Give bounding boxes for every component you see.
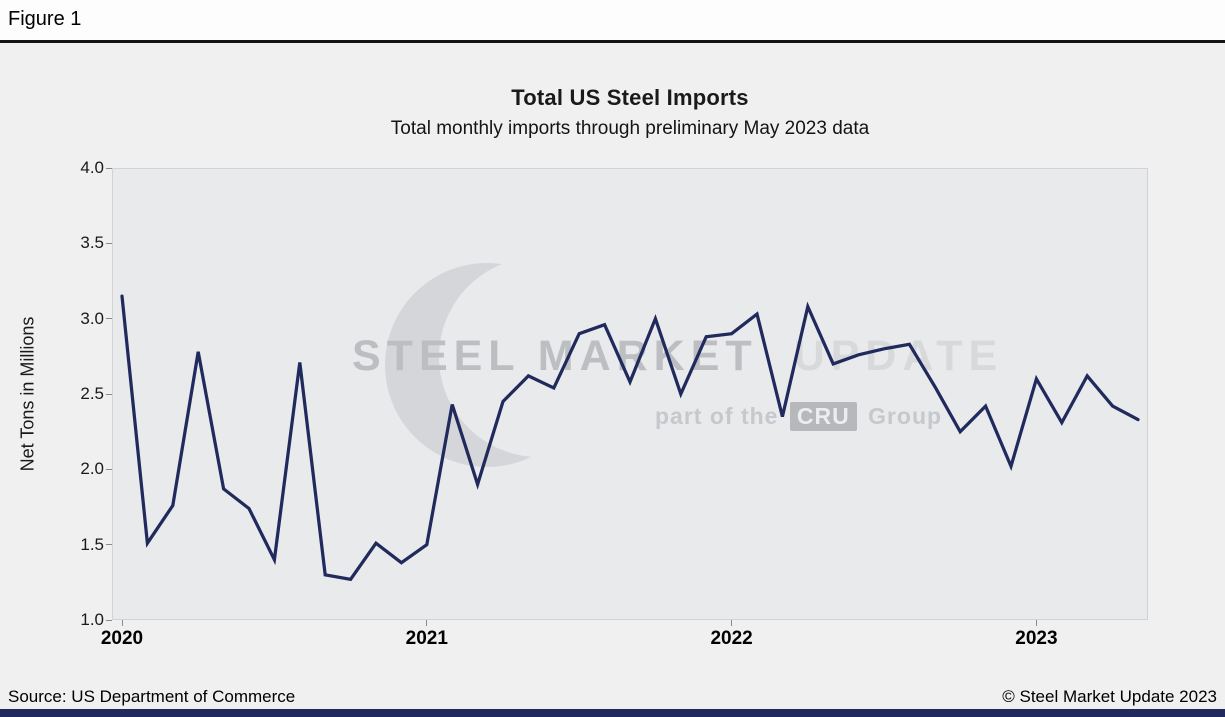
watermark-tagline-suffix: Group <box>868 403 943 429</box>
figure-label: Figure 1 <box>8 8 82 30</box>
chart-title: Total US Steel Imports <box>511 85 749 110</box>
watermark-brand-primary: STEEL MARKET <box>352 332 758 380</box>
chart-subtitle: Total monthly imports through preliminar… <box>390 118 870 139</box>
x-axis-tickmark <box>1035 620 1037 626</box>
cru-logo-badge: CRU <box>789 402 857 431</box>
watermark-tagline-prefix: part of the <box>655 403 779 429</box>
y-axis-tickmark <box>106 619 112 621</box>
y-axis-tickmark <box>106 167 112 169</box>
y-axis-tick-label: 1.5 <box>80 534 104 554</box>
x-axis-tick-label: 2022 <box>710 628 753 649</box>
y-axis-title: Net Tons in Millions <box>17 316 38 472</box>
watermark-brand-text: STEEL MARKET UPDATE <box>352 332 1003 381</box>
x-axis-tick-label: 2021 <box>405 628 448 649</box>
imports-line-series <box>120 294 1140 582</box>
footer-copyright: © Steel Market Update 2023 <box>1002 687 1217 706</box>
y-axis-tickmark <box>106 544 112 546</box>
footer-source: Source: US Department of Commerce <box>8 687 296 706</box>
header-divider <box>0 40 1225 43</box>
x-axis-tickmark <box>426 620 428 626</box>
y-axis-tickmark <box>106 393 112 395</box>
watermark-brand-secondary: UPDATE <box>793 332 1004 380</box>
x-axis-tickmark <box>731 620 733 626</box>
y-axis-tick-label: 2.0 <box>80 459 104 479</box>
watermark-tagline: part of the CRU Group <box>655 402 942 431</box>
y-axis-tick-label: 2.5 <box>80 384 104 403</box>
y-axis-tick-label: 1.0 <box>80 610 104 629</box>
y-axis-tick-label: 4.0 <box>80 158 104 177</box>
y-axis-tickmark <box>106 468 112 470</box>
x-axis-tickmark <box>121 620 123 626</box>
y-axis-tickmark <box>106 242 112 244</box>
bottom-accent-bar <box>0 709 1225 717</box>
x-axis-tick-label: 2023 <box>1015 628 1058 649</box>
x-axis-tick-label: 2020 <box>100 628 144 649</box>
y-axis-tick-label: 3.5 <box>80 233 104 253</box>
imports-line-chart <box>120 294 1140 582</box>
y-axis-tick-label: 3.0 <box>80 308 104 328</box>
watermark-crescent-icon <box>385 257 639 467</box>
figure-header-band <box>0 0 1225 40</box>
y-axis-tickmark <box>106 318 112 320</box>
